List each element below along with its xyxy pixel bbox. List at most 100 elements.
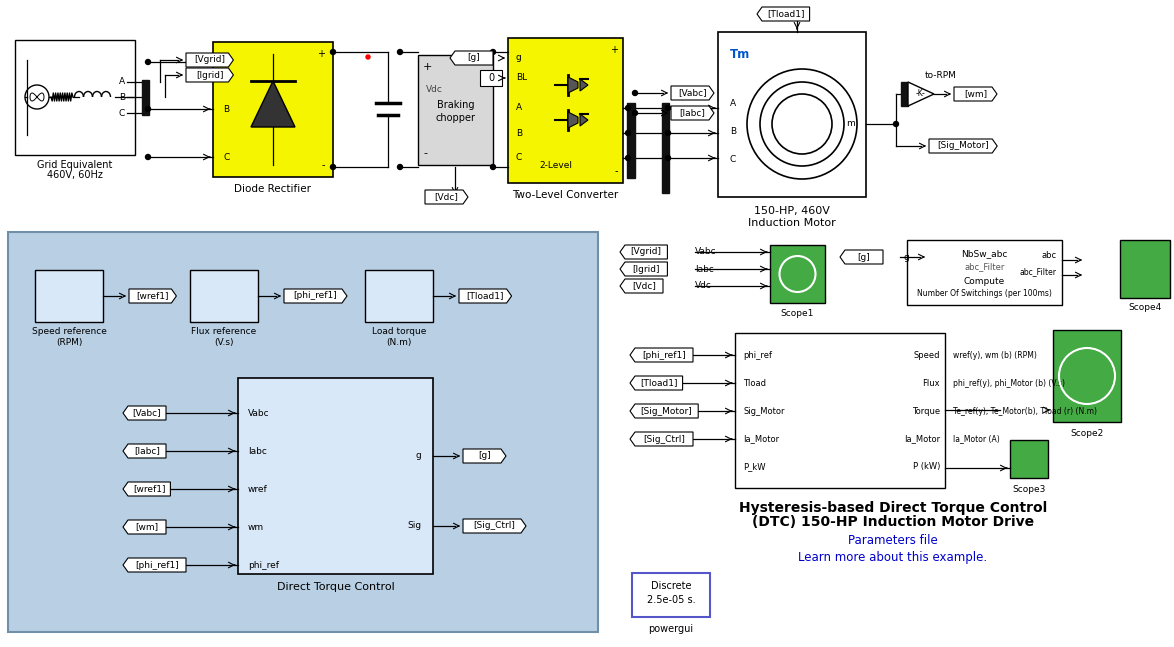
Bar — [1053, 330, 1121, 422]
Text: Vabc: Vabc — [695, 248, 716, 256]
Circle shape — [398, 164, 403, 170]
Text: [wref1]: [wref1] — [136, 292, 169, 300]
Text: [Igrid]: [Igrid] — [633, 265, 660, 274]
Polygon shape — [630, 376, 682, 390]
Text: (RPM): (RPM) — [56, 338, 82, 347]
Text: Vdc: Vdc — [426, 85, 443, 94]
Circle shape — [626, 155, 630, 160]
Polygon shape — [463, 449, 506, 463]
Polygon shape — [459, 289, 512, 303]
Text: Iabc: Iabc — [248, 446, 266, 455]
Text: (V.s): (V.s) — [214, 338, 234, 347]
Polygon shape — [123, 444, 166, 458]
Circle shape — [146, 155, 150, 160]
Text: 460V, 60Hz: 460V, 60Hz — [47, 170, 103, 180]
Polygon shape — [672, 106, 714, 120]
Polygon shape — [580, 79, 588, 91]
Polygon shape — [620, 245, 667, 259]
Text: g: g — [416, 452, 421, 461]
Polygon shape — [620, 279, 663, 293]
Polygon shape — [123, 558, 185, 572]
Text: [Vdc]: [Vdc] — [434, 193, 458, 201]
Bar — [735, 333, 945, 488]
Polygon shape — [630, 404, 699, 418]
Text: Ia_Motor: Ia_Motor — [743, 435, 780, 443]
Text: Scope3: Scope3 — [1012, 485, 1046, 494]
Text: chopper: chopper — [436, 113, 475, 123]
Text: +: + — [317, 49, 325, 59]
Text: BL: BL — [517, 74, 527, 83]
Circle shape — [366, 55, 370, 59]
Polygon shape — [185, 68, 234, 82]
Text: abc: abc — [1041, 250, 1057, 259]
Circle shape — [666, 155, 670, 160]
Circle shape — [633, 111, 637, 116]
Text: [wm]: [wm] — [135, 523, 158, 531]
Text: (N.m): (N.m) — [386, 338, 412, 347]
Polygon shape — [284, 289, 348, 303]
Circle shape — [331, 50, 336, 54]
Polygon shape — [568, 77, 578, 93]
Text: NbSw_abc: NbSw_abc — [962, 250, 1007, 259]
Text: A: A — [730, 100, 736, 109]
Text: Sig: Sig — [407, 521, 421, 531]
Text: phi_ref(y), phi_Motor (b) (V.s): phi_ref(y), phi_Motor (b) (V.s) — [953, 378, 1065, 388]
Text: phi_ref: phi_ref — [248, 560, 279, 569]
Text: Two-Level Converter: Two-Level Converter — [512, 190, 619, 200]
Text: m: m — [846, 120, 855, 129]
Polygon shape — [129, 289, 176, 303]
Polygon shape — [123, 520, 166, 534]
Polygon shape — [580, 114, 588, 126]
Text: C: C — [223, 153, 229, 162]
Bar — [35, 270, 103, 322]
Text: +: + — [423, 62, 432, 72]
Text: Tload: Tload — [743, 378, 765, 388]
Text: A: A — [517, 104, 522, 113]
Text: g: g — [903, 252, 909, 261]
Text: [Sig_Ctrl]: [Sig_Ctrl] — [643, 435, 684, 443]
Polygon shape — [251, 81, 295, 127]
Polygon shape — [630, 432, 693, 446]
Text: Scope4: Scope4 — [1128, 303, 1161, 313]
Text: Te_ref(y), Te_Motor(b), Tload (r) (N.m): Te_ref(y), Te_Motor(b), Tload (r) (N.m) — [953, 406, 1097, 415]
Circle shape — [626, 131, 630, 135]
Text: P (kW): P (kW) — [912, 463, 940, 472]
Polygon shape — [123, 406, 166, 420]
Bar — [1120, 240, 1170, 298]
Circle shape — [666, 105, 670, 111]
Text: [Iabc]: [Iabc] — [134, 446, 160, 455]
Circle shape — [491, 50, 495, 54]
Text: A: A — [119, 78, 124, 87]
Text: Hysteresis-based Direct Torque Control: Hysteresis-based Direct Torque Control — [738, 501, 1047, 515]
Text: Grid Equivalent: Grid Equivalent — [38, 160, 113, 170]
Text: Learn more about this example.: Learn more about this example. — [798, 551, 987, 564]
Text: Load torque: Load torque — [372, 327, 426, 336]
Text: wref: wref — [248, 485, 268, 494]
Bar — [718, 32, 866, 197]
Polygon shape — [568, 112, 578, 128]
Text: g: g — [517, 54, 521, 63]
Text: B: B — [730, 127, 736, 137]
Circle shape — [666, 131, 670, 135]
Bar — [508, 38, 623, 183]
Polygon shape — [672, 86, 714, 100]
Polygon shape — [630, 348, 693, 362]
Bar — [770, 245, 825, 303]
Polygon shape — [757, 7, 810, 21]
Polygon shape — [841, 250, 883, 264]
Polygon shape — [908, 82, 935, 106]
Text: -: - — [423, 148, 427, 158]
Text: Number Of Switchings (per 100ms): Number Of Switchings (per 100ms) — [917, 289, 1052, 298]
Text: 0: 0 — [488, 73, 494, 83]
Text: [Iabc]: [Iabc] — [680, 109, 706, 118]
Bar — [365, 270, 433, 322]
Text: [phi_ref1]: [phi_ref1] — [135, 560, 178, 569]
Bar — [480, 70, 502, 86]
Bar — [8, 232, 598, 632]
Text: [Vdc]: [Vdc] — [632, 281, 656, 291]
Text: B: B — [517, 129, 522, 138]
Bar — [142, 80, 149, 115]
Text: Vabc: Vabc — [248, 408, 270, 417]
Text: abc_Filter: abc_Filter — [964, 263, 1005, 272]
Text: Compute: Compute — [964, 278, 1005, 287]
